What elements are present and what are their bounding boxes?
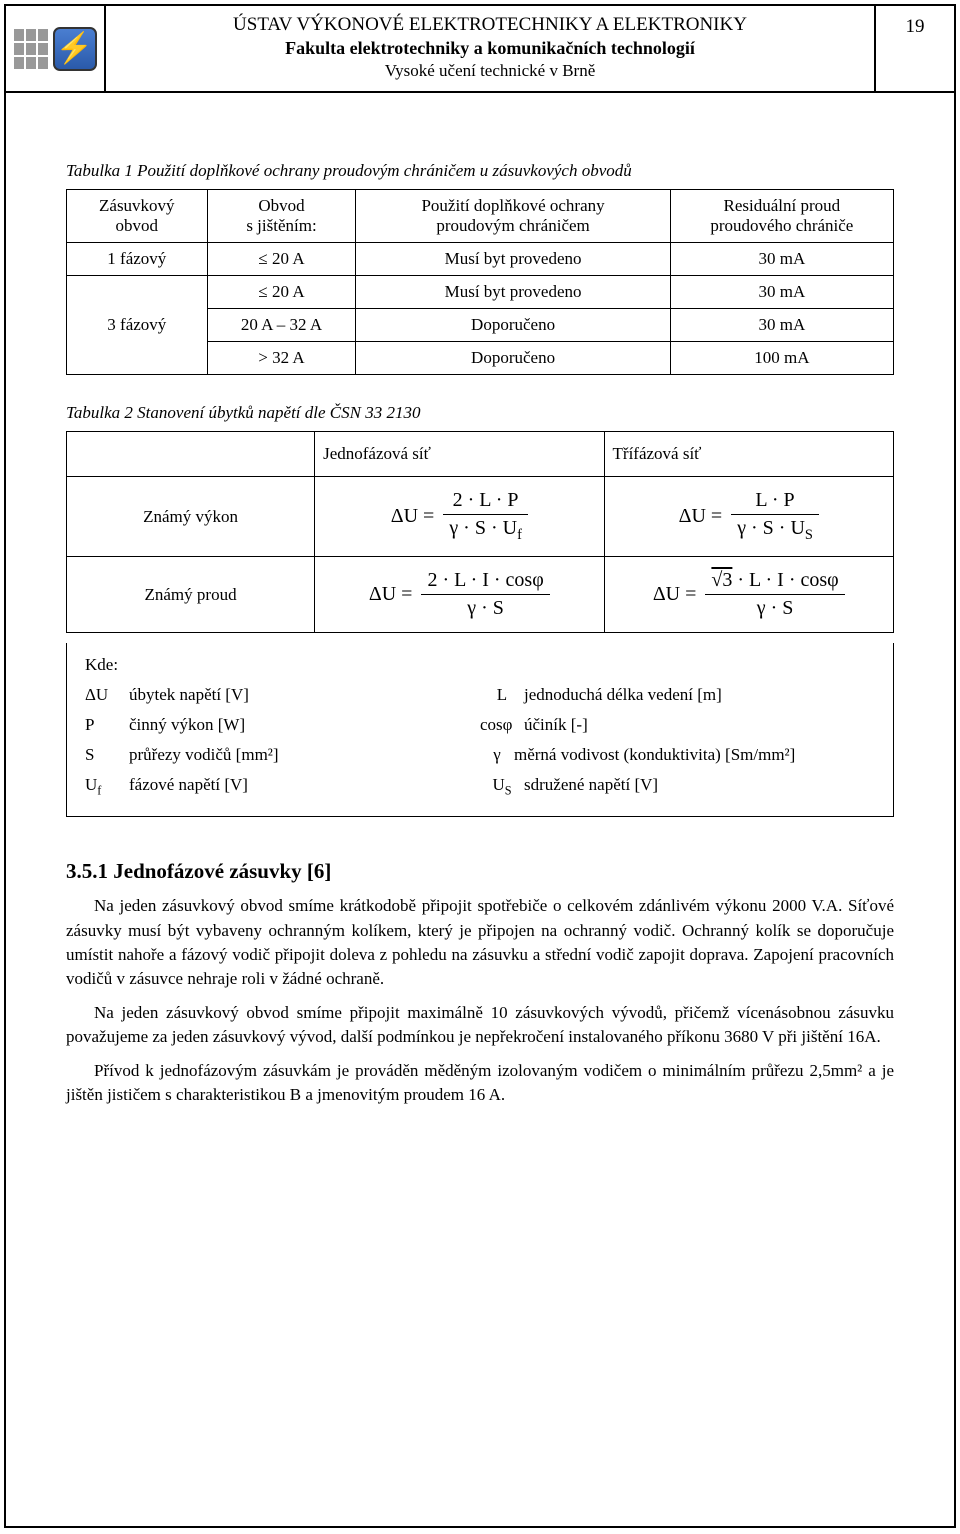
page-frame: ⚡ ÚSTAV VÝKONOVÉ ELEKTROTECHNIKY A ELEKT…: [4, 4, 956, 1528]
table1-h2: Použití doplňkové ochrany proudovým chrá…: [356, 190, 670, 243]
bolt-shield-icon: ⚡: [53, 27, 97, 71]
legend-title: Kde:: [85, 655, 875, 675]
page-content: Tabulka 1 Použití doplňkové ochrany prou…: [6, 93, 954, 1167]
page-number: 19: [874, 6, 954, 91]
table2-caption-text: Stanovení úbytků napětí dle ČSN 33 2130: [137, 403, 420, 422]
table2-rowlabel: Známý výkon: [67, 477, 315, 557]
logo-cell: ⚡: [6, 6, 106, 91]
legend-row: Sprůřezy vodičů [mm²] γměrná vodivost (k…: [85, 745, 875, 765]
table2-row: Známý proud ΔU = 2 · L · I · cosφ γ · S …: [67, 557, 894, 633]
table1: Zásuvkový obvod Obvod s jištěním: Použit…: [66, 189, 894, 375]
vut-grid-icon: [14, 29, 48, 69]
table2-h2: Třífázová síť: [604, 432, 893, 477]
table1-cell: 30 mA: [670, 309, 893, 342]
table1-cell: 30 mA: [670, 243, 893, 276]
table2-h0: [67, 432, 315, 477]
table2-formula: ΔU = √3 · L · I · cosφ γ · S: [604, 557, 893, 633]
table1-caption-text: Použití doplňkové ochrany proudovým chrá…: [137, 161, 632, 180]
body-paragraph: Na jeden zásuvkový obvod smíme připojit …: [66, 1001, 894, 1049]
table2-caption-prefix: Tabulka 2: [66, 403, 133, 422]
header-line1: ÚSTAV VÝKONOVÉ ELEKTROTECHNIKY A ELEKTRO…: [110, 14, 870, 36]
table1-cell: Doporučeno: [356, 342, 670, 375]
table1-h1: Obvod s jištěním:: [207, 190, 356, 243]
table1-row: 1 fázový ≤ 20 A Musí byt provedeno 30 mA: [67, 243, 894, 276]
legend-box: Kde: ΔUúbytek napětí [V] Ljednoduchá dél…: [66, 643, 894, 817]
table1-cell: ≤ 20 A: [207, 276, 356, 309]
table1-cell: Musí byt provedeno: [356, 276, 670, 309]
body-paragraph: Na jeden zásuvkový obvod smíme krátkodob…: [66, 894, 894, 991]
table2-formula: ΔU = L · P γ · S · US: [604, 477, 893, 557]
table1-cell: Doporučeno: [356, 309, 670, 342]
table2: Jednofázová síť Třífázová síť Známý výko…: [66, 431, 894, 633]
page-header: ⚡ ÚSTAV VÝKONOVÉ ELEKTROTECHNIKY A ELEKT…: [6, 6, 954, 93]
legend-row: Pčinný výkon [W] cosφ účiník [-]: [85, 715, 875, 735]
table2-rowlabel: Známý proud: [67, 557, 315, 633]
legend-row: Uf fázové napětí [V] US sdružené napětí …: [85, 775, 875, 798]
table2-row: Známý výkon ΔU = 2 · L · P γ · S · Uf ΔU…: [67, 477, 894, 557]
section-heading: 3.5.1 Jednofázové zásuvky [6]: [66, 859, 894, 884]
table1-caption-prefix: Tabulka 1: [66, 161, 133, 180]
table1-cell: 30 mA: [670, 276, 893, 309]
body-paragraph: Přívod k jednofázovým zásuvkám je provád…: [66, 1059, 894, 1107]
table1-cell: 1 fázový: [67, 243, 208, 276]
header-line3: Vysoké učení technické v Brně: [110, 61, 870, 81]
table2-header-row: Jednofázová síť Třífázová síť: [67, 432, 894, 477]
table1-cell: 100 mA: [670, 342, 893, 375]
table1-header-row: Zásuvkový obvod Obvod s jištěním: Použit…: [67, 190, 894, 243]
table2-formula: ΔU = 2 · L · I · cosφ γ · S: [315, 557, 604, 633]
table1-cell: 20 A – 32 A: [207, 309, 356, 342]
table2-h1: Jednofázová síť: [315, 432, 604, 477]
table1-cell: ≤ 20 A: [207, 243, 356, 276]
table1-caption: Tabulka 1 Použití doplňkové ochrany prou…: [66, 161, 894, 181]
table2-formula: ΔU = 2 · L · P γ · S · Uf: [315, 477, 604, 557]
header-titles: ÚSTAV VÝKONOVÉ ELEKTROTECHNIKY A ELEKTRO…: [106, 6, 874, 91]
header-line2: Fakulta elektrotechniky a komunikačních …: [110, 38, 870, 59]
table1-row: 3 fázový ≤ 20 A Musí byt provedeno 30 mA: [67, 276, 894, 309]
table1-cell: 3 fázový: [67, 276, 208, 375]
table1-cell: > 32 A: [207, 342, 356, 375]
legend-row: ΔUúbytek napětí [V] Ljednoduchá délka ve…: [85, 685, 875, 705]
table1-h3: Residuální proud proudového chrániče: [670, 190, 893, 243]
table1-h0: Zásuvkový obvod: [67, 190, 208, 243]
table2-caption: Tabulka 2 Stanovení úbytků napětí dle ČS…: [66, 403, 894, 423]
table1-cell: Musí byt provedeno: [356, 243, 670, 276]
